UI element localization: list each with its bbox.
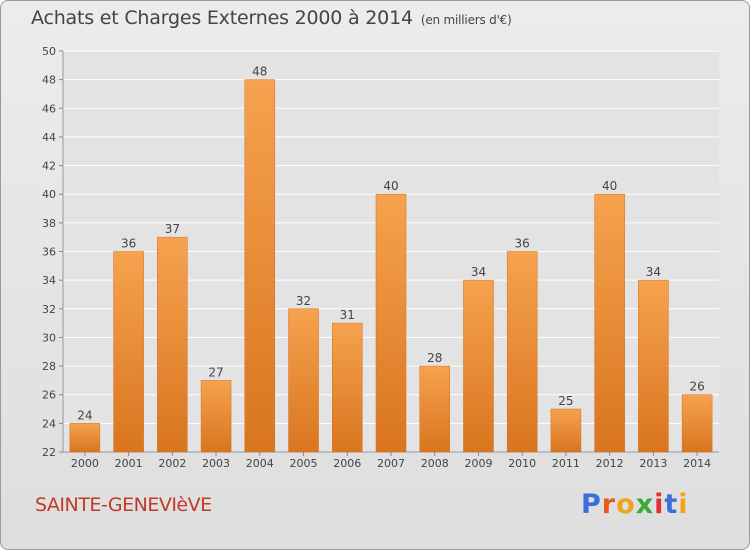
x-tick-label: 2008 bbox=[421, 457, 449, 470]
bar-2012 bbox=[594, 193, 625, 453]
logo-letter: P bbox=[581, 489, 602, 520]
chart-unit-label: (en milliers d'€) bbox=[420, 13, 512, 27]
x-tick-label: 2002 bbox=[158, 457, 186, 470]
x-tick-label: 2010 bbox=[508, 457, 536, 470]
x-tick-label: 2000 bbox=[71, 457, 99, 470]
x-tick-label: 2004 bbox=[246, 457, 274, 470]
data-label-2011: 25 bbox=[558, 394, 573, 408]
y-tick-label: 36 bbox=[42, 246, 56, 259]
y-tick-label: 42 bbox=[42, 160, 56, 173]
logo-letter: o bbox=[616, 489, 636, 520]
x-tick-label: 2007 bbox=[377, 457, 405, 470]
bar-2007 bbox=[375, 193, 407, 453]
bar-2011 bbox=[550, 408, 582, 453]
chart-title: Achats et Charges Externes 2000 à 2014 (e… bbox=[31, 7, 512, 29]
data-label-2012: 40 bbox=[602, 179, 617, 193]
chart-title-text: Achats et Charges Externes 2000 à 2014 bbox=[31, 7, 413, 29]
proxiti-logo: Proxiti bbox=[581, 489, 689, 520]
y-tick-label: 38 bbox=[42, 217, 56, 230]
y-tick-label: 44 bbox=[42, 131, 56, 144]
logo-letter: x bbox=[635, 489, 655, 520]
bar-2002 bbox=[157, 236, 188, 453]
data-label-2013: 34 bbox=[646, 265, 661, 279]
logo-letter: i bbox=[654, 489, 665, 520]
y-tick-label: 32 bbox=[42, 303, 56, 316]
bar-2005 bbox=[288, 308, 319, 453]
y-tick-label: 30 bbox=[42, 331, 56, 344]
data-label-2010: 36 bbox=[515, 237, 530, 251]
y-tick-label: 26 bbox=[42, 389, 56, 402]
y-tick-label: 50 bbox=[42, 45, 56, 58]
bar-2008 bbox=[419, 365, 450, 453]
bar-2013 bbox=[638, 279, 669, 453]
bar-2000 bbox=[69, 423, 101, 453]
bar-2001 bbox=[113, 251, 144, 453]
y-tick-label: 40 bbox=[42, 188, 56, 201]
data-label-2006: 31 bbox=[340, 308, 355, 322]
bar-2010 bbox=[506, 251, 538, 453]
bar-2003 bbox=[200, 380, 232, 453]
x-tick-label: 2001 bbox=[115, 457, 143, 470]
data-label-2004: 48 bbox=[252, 65, 267, 79]
data-label-2009: 34 bbox=[471, 265, 486, 279]
logo-letter: t bbox=[664, 489, 679, 520]
y-tick-label: 24 bbox=[42, 417, 56, 430]
x-tick-label: 2003 bbox=[202, 457, 230, 470]
y-tick-label: 34 bbox=[42, 274, 56, 287]
x-tick-label: 2012 bbox=[596, 457, 624, 470]
data-label-2001: 36 bbox=[121, 237, 136, 251]
x-tick-label: 2013 bbox=[639, 457, 667, 470]
bar-2009 bbox=[463, 279, 494, 453]
commune-name: SAINTE-GENEVIèVE bbox=[35, 494, 212, 516]
x-tick-label: 2005 bbox=[290, 457, 318, 470]
bar-2006 bbox=[332, 322, 363, 453]
logo-letter: r bbox=[601, 489, 617, 520]
bar-2004 bbox=[244, 79, 276, 453]
x-tick-label: 2011 bbox=[552, 457, 580, 470]
data-label-2007: 40 bbox=[383, 179, 398, 193]
data-label-2000: 24 bbox=[77, 408, 92, 422]
x-tick-label: 2006 bbox=[333, 457, 361, 470]
bar-2014 bbox=[681, 394, 713, 453]
y-tick-label: 22 bbox=[42, 446, 56, 459]
x-tick-label: 2009 bbox=[464, 457, 492, 470]
data-label-2008: 28 bbox=[427, 351, 442, 365]
data-label-2014: 26 bbox=[689, 380, 704, 394]
y-tick-label: 46 bbox=[42, 102, 56, 115]
data-label-2003: 27 bbox=[208, 365, 223, 379]
y-tick-label: 48 bbox=[42, 74, 56, 87]
logo-letter: i bbox=[678, 489, 689, 520]
x-tick-label: 2014 bbox=[683, 457, 711, 470]
data-label-2005: 32 bbox=[296, 294, 311, 308]
y-tick-label: 28 bbox=[42, 360, 56, 373]
data-label-2002: 37 bbox=[165, 222, 180, 236]
